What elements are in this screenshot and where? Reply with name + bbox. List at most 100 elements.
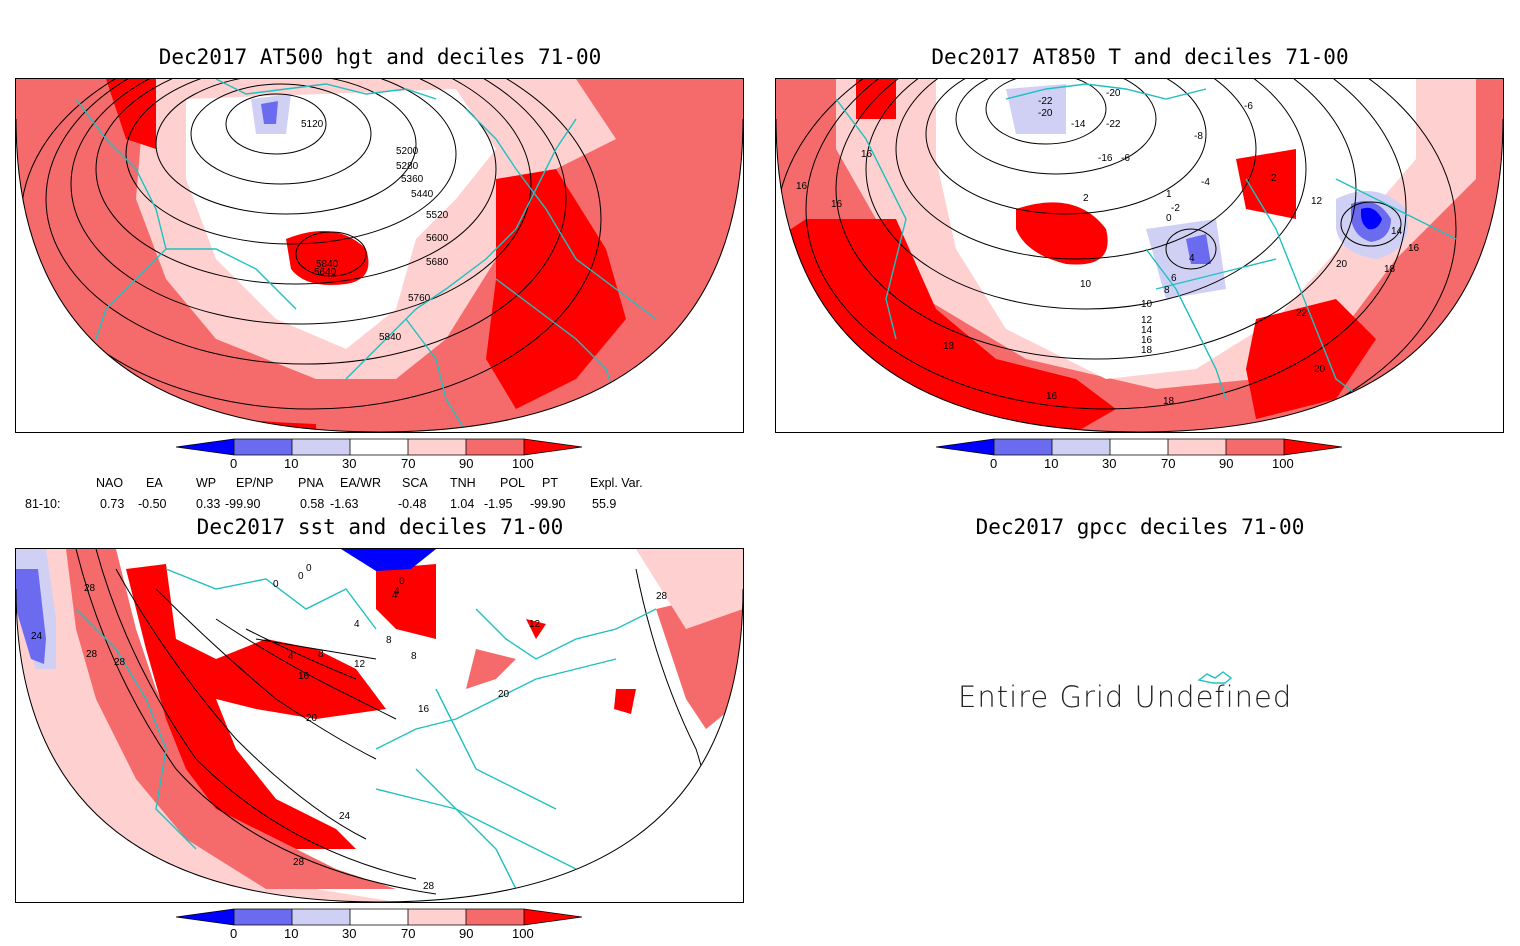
cb1-tick-100: 100 [512,456,534,471]
t850-label-36: 18 [1163,396,1175,407]
t850-label-5: -16 [1098,153,1113,164]
idx-value-pna: 0.58 [300,497,325,511]
t850-label-20: 16 [1408,243,1420,254]
t850-label-29: 10 [1141,299,1153,310]
hgt-label-5520: 5520 [426,210,449,221]
t850-label-27: 8 [1164,285,1170,296]
sst-label-16: 28 [423,881,435,892]
hgt-domain-edge [16,118,743,432]
idx-header-wp: WP [196,476,217,490]
hgt-label-5440: 5440 [411,189,434,200]
t850-light-blue-north [1006,84,1066,134]
idx-header-explvar: Expl. Var. [590,476,643,490]
t850-label-4: -22 [1106,119,1121,130]
t850-label-28: 10 [1080,279,1092,290]
idx-header-pna: PNA [298,476,324,490]
hgt-map: 5120 5200 5280 5360 5440 5520 5600 5680 … [16,79,743,432]
sst-label-21: 20 [498,689,510,700]
idx-value-nao: 0.73 [100,497,125,511]
hgt-label-5840b: 5840 [316,259,339,270]
idx-header-pt: PT [542,476,558,490]
cb1-seg-1 [234,439,292,455]
sst-coastlines [75,568,657,890]
t850-colorbar: 0 10 30 70 90 100 [935,438,1348,476]
idx-header-tnh: TNH [450,476,476,490]
sst-label-19: 8 [386,635,392,646]
cb2-tick-100: 100 [1272,456,1294,471]
idx-header-pol: POL [500,476,526,490]
sst-domain-edge [16,588,743,902]
t850-label-21: 18 [1384,264,1396,275]
sst-label-12: 16 [298,671,310,682]
hgt-label-5120: 5120 [301,119,324,130]
t850-label-18: 12 [1311,196,1323,207]
idx-value-eawr: -1.63 [330,497,359,511]
sst-dark-red-north [376,564,436,639]
idx-header-nao: NAO [96,476,124,490]
cb3-tick-90: 90 [459,926,473,941]
hgt-blue-area [261,101,278,124]
cb1-seg-4 [408,439,466,455]
sst-contour-labels: 28 24 28 28 0 0 0 4 4 4 8 12 16 20 24 28… [31,563,668,892]
cb1-tick-0: 0 [230,456,237,471]
idx-value-epnp: -99.90 [225,497,261,511]
sst-mid-red-east [656,589,743,729]
cb3-tick-100: 100 [512,926,534,941]
cb2-tick-90: 90 [1219,456,1233,471]
t850-label-25: 4 [1189,253,1195,264]
hgt-dark-red-pacific [106,79,156,149]
sst-light-red-west [16,549,396,902]
cb3-tick-70: 70 [401,926,415,941]
idx-row-label: 81-10: [25,497,61,511]
cb1-tick-90: 90 [459,456,473,471]
hgt-label-5600: 5600 [426,233,449,244]
cb3-tick-30: 30 [342,926,356,941]
sst-label-13: 20 [306,713,318,724]
t850-label-35: 16 [1046,391,1058,402]
sst-label-11: 12 [354,659,366,670]
idx-value-pt: -99.90 [530,497,566,511]
t850-label-14: 1 [1166,189,1172,200]
hgt-label-5200: 5200 [396,146,419,157]
gpcc-panel-title: Dec2017 gpcc deciles 71-00 [975,515,1305,539]
sst-label-22: 8 [411,651,417,662]
t850-dark-red-atlantic [1016,202,1108,265]
hgt-map-panel: 5120 5200 5280 5360 5440 5520 5600 5680 … [15,78,744,433]
sst-dark-blue [341,549,436,571]
idx-value-pol: -1.95 [484,497,513,511]
cb3-tick-0: 0 [230,926,237,941]
idx-header-epnp: EP/NP [236,476,274,490]
sst-label-23: 4 [394,586,400,597]
cb3-tick-10: 10 [284,926,298,941]
hgt-dark-red-atlantic [286,231,369,285]
t850-blue-west [1186,234,1211,264]
sst-label-5: 0 [306,563,312,574]
hgt-label-5840: 5840 [379,332,402,343]
t850-map-panel: -22 -20 -20 -14 -22 -16 -6 -8 -6 -4 2 2 … [775,78,1504,433]
sst-map: 28 24 28 28 0 0 0 4 4 4 8 12 16 20 24 28… [16,549,743,902]
sst-label-14: 24 [339,811,351,822]
t850-label-30: 12 [1141,315,1153,326]
hgt-label-5360: 5360 [401,174,424,185]
sst-label-7: 4 [354,619,360,630]
gpcc-coast-fragment [1197,671,1233,684]
hgt-coastlines [75,79,657,432]
sst-colorbar: 0 10 30 70 90 100 [175,908,588,946]
t850-label-7: -8 [1194,131,1203,142]
hgt-label-5760: 5760 [408,293,431,304]
sst-label-17: 28 [656,591,668,602]
t850-label-31: 14 [1141,325,1153,336]
idx-value-sca: -0.48 [398,497,427,511]
sst-dark-red-atlantic [126,564,386,849]
sst-label-18: 16 [418,704,430,715]
hgt-label-5640: 5640 [314,267,337,278]
hgt-colorbar-svg: 0 10 30 70 90 100 [175,438,583,471]
sst-colorbar-svg: 0 10 30 70 90 100 [175,908,583,941]
t850-label-3: -14 [1071,119,1086,130]
cb2-tick-10: 10 [1044,456,1058,471]
t850-label-9: -4 [1201,177,1210,188]
idx-value-ea: -0.50 [138,497,167,511]
hgt-neutral-area [186,89,496,349]
cb2-tick-0: 0 [990,456,997,471]
t850-dark-red-northeast [1236,149,1296,219]
